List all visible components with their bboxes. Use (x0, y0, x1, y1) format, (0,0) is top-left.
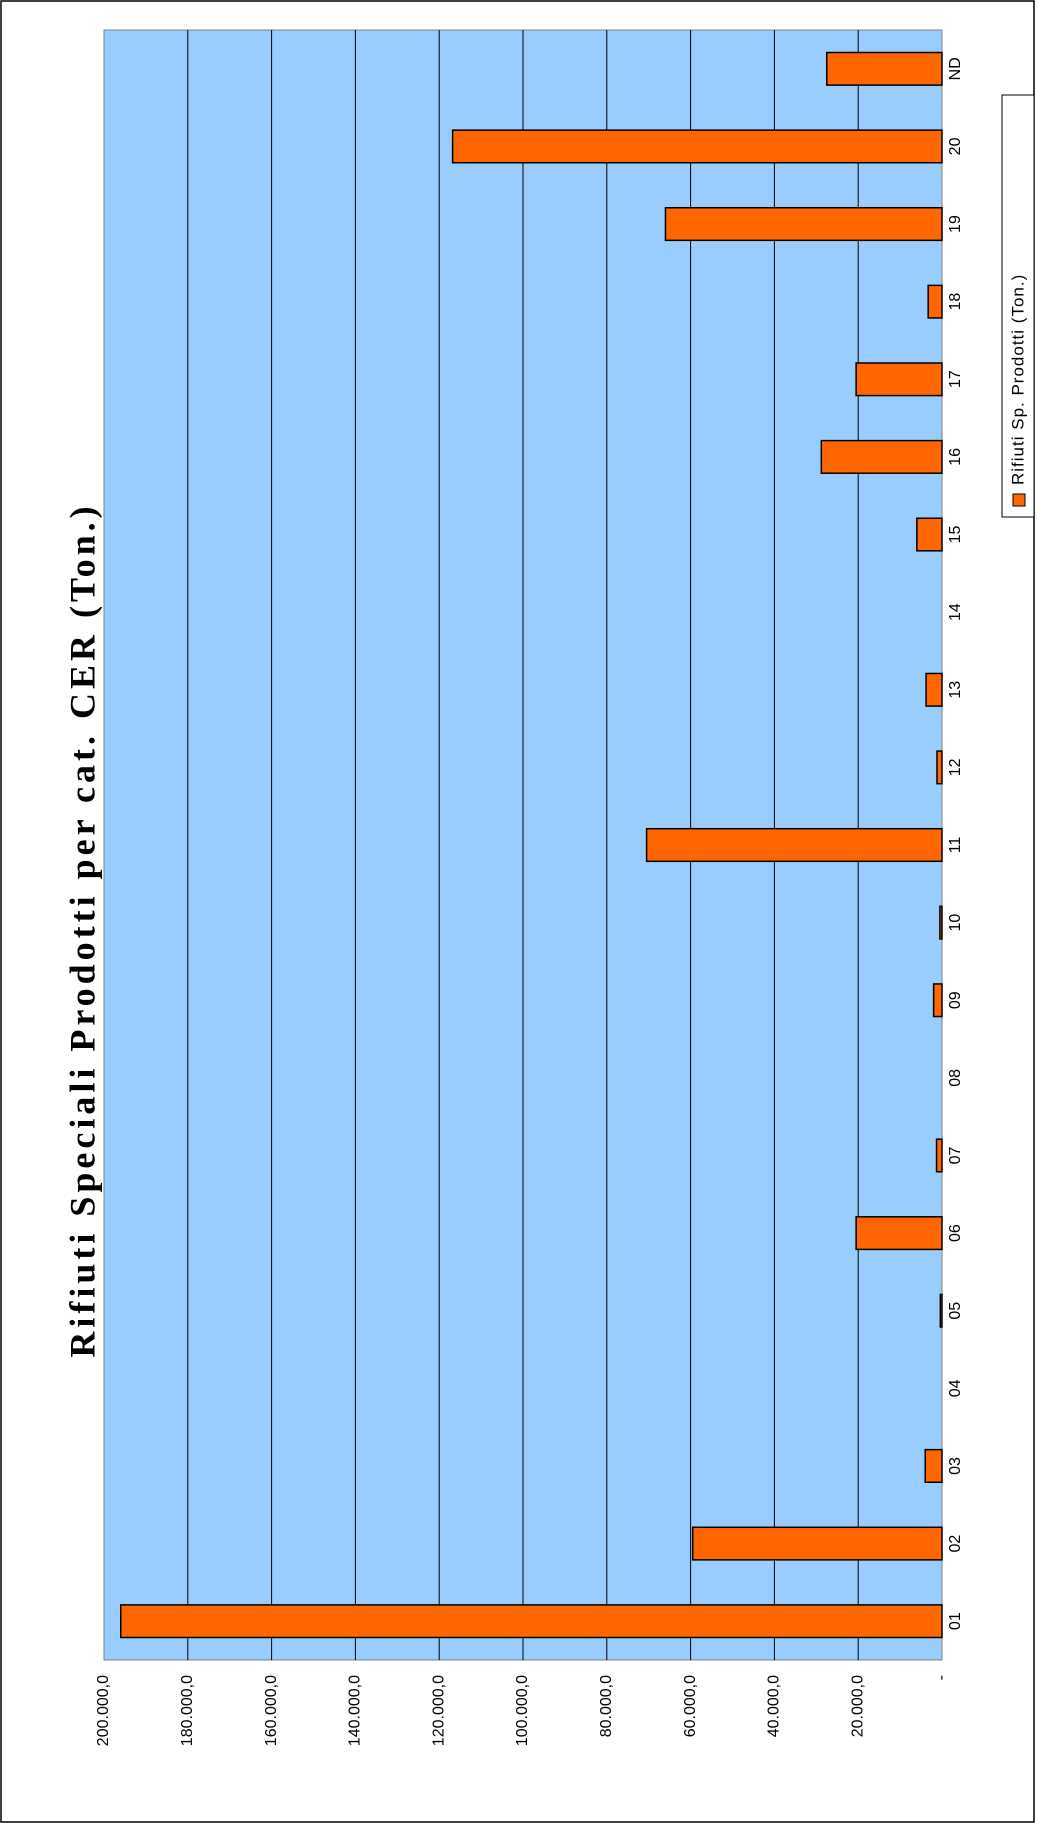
legend-label: Rifiuti Sp. Prodotti (Ton.) (1008, 274, 1027, 485)
category-label-07: 07 (947, 1146, 964, 1164)
legend-swatch (1012, 493, 1026, 507)
value-tick-label: 120.000,0 (430, 1675, 447, 1746)
value-tick-label: 80.000,0 (598, 1675, 615, 1737)
legend-box (1001, 94, 1035, 518)
value-axis-labels: - 20.000,0 40.000,0 60.000,0 80.000,0 100.000… (95, 1675, 950, 1746)
bar-05 (939, 1293, 943, 1328)
bar-16 (820, 439, 943, 474)
category-label-19: 19 (947, 215, 964, 233)
category-label-05: 05 (947, 1302, 964, 1320)
category-label-12: 12 (947, 758, 964, 776)
bar-03 (924, 1448, 943, 1484)
bars (120, 51, 943, 1639)
bar-11 (645, 827, 943, 863)
value-tick-label: 20.000,0 (849, 1675, 866, 1737)
value-tick-label: 100.000,0 (514, 1675, 531, 1746)
bar-06 (855, 1216, 943, 1251)
value-tick-label: 40.000,0 (766, 1675, 783, 1737)
bar-17 (855, 362, 943, 397)
category-label-02: 02 (947, 1535, 964, 1553)
value-tick-label: 200.000,0 (95, 1675, 112, 1746)
value-tick-label: 160.000,0 (263, 1675, 280, 1746)
bar-10 (939, 905, 943, 940)
category-label-ND: ND (947, 57, 964, 80)
category-label-06: 06 (947, 1224, 964, 1242)
category-label-20: 20 (947, 137, 964, 155)
category-label-14: 14 (947, 603, 964, 621)
bar-09 (932, 983, 943, 1018)
value-tick-label: - (933, 1675, 950, 1680)
category-label-10: 10 (947, 914, 964, 932)
value-tick-label: 60.000,0 (682, 1675, 699, 1737)
category-label-03: 03 (947, 1457, 964, 1475)
category-label-18: 18 (947, 293, 964, 311)
chart-title: Rifiuti Speciali Prodotti per cat. CER (… (62, 502, 102, 1357)
bar-02 (691, 1526, 943, 1561)
bar-01 (120, 1604, 943, 1639)
category-label-11: 11 (947, 837, 964, 854)
category-label-08: 08 (947, 1069, 964, 1087)
bar-12 (936, 750, 943, 785)
category-label-17: 17 (947, 370, 964, 388)
category-label-01: 01 (947, 1612, 964, 1630)
legend: Rifiuti Sp. Prodotti (Ton.) (1001, 94, 1035, 518)
value-tick-label: 140.000,0 (347, 1675, 364, 1746)
bar-15 (916, 517, 943, 552)
bar-ND (826, 51, 943, 86)
bar-13 (925, 672, 943, 707)
bar-20 (451, 129, 943, 164)
bar-07 (935, 1138, 943, 1173)
category-label-16: 16 (947, 448, 964, 466)
category-label-15: 15 (947, 526, 964, 544)
category-labels: 01 02 03 04 05 06 07 08 09 10 11 12 13 14 15 16 17 18 19 20… (947, 57, 964, 1630)
category-label-04: 04 (947, 1379, 964, 1397)
category-label-13: 13 (947, 681, 964, 699)
category-label-09: 09 (947, 991, 964, 1009)
bar-18 (927, 284, 943, 319)
value-tick-label: 180.000,0 (179, 1675, 196, 1746)
bar-19 (664, 206, 943, 242)
